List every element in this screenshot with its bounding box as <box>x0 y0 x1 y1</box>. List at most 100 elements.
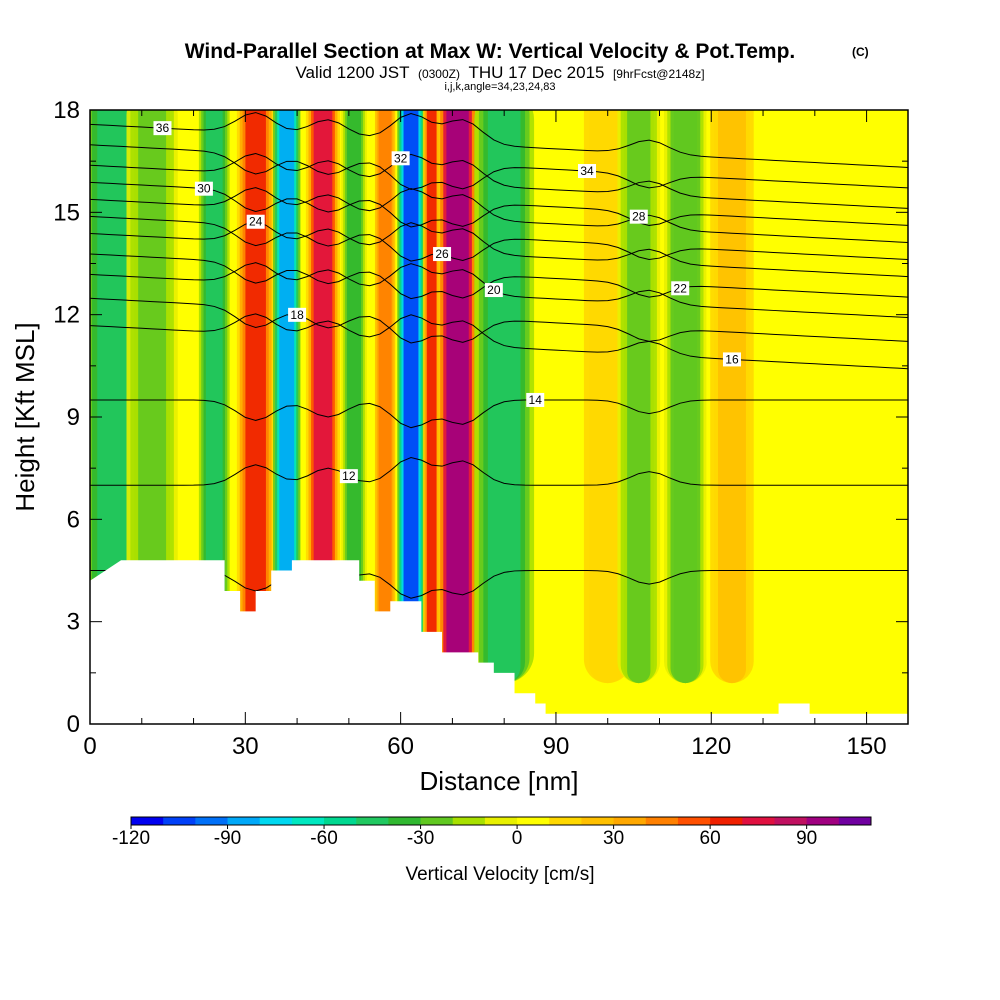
terrain-mask <box>90 560 908 724</box>
colorbar-swatch-18 <box>710 817 743 825</box>
x-tick-label-120: 120 <box>691 733 731 760</box>
colorbar-swatch-4 <box>259 817 293 825</box>
x-tick-label-0: 0 <box>83 733 96 760</box>
valid-date: THU 17 Dec 2015 <box>468 63 604 82</box>
theta-label-14: 14 <box>529 393 543 407</box>
theta-contours <box>90 112 908 599</box>
colorbar-tick-label--120: -120 <box>112 828 150 849</box>
colorbar-swatch-10 <box>452 817 486 825</box>
valid-prefix: Valid 1200 JST <box>295 63 409 82</box>
x-axis-label: Distance [nm] <box>420 766 579 796</box>
grid-info: i,j,k,angle=34,23,24,83 <box>444 81 555 93</box>
theta-label-box-30 <box>194 181 213 196</box>
theta-contour-16 <box>90 313 908 370</box>
velocity-band-13-level-4 <box>627 110 651 684</box>
theta-label-box-26 <box>433 247 452 262</box>
colorbar-tick-label--90: -90 <box>214 828 241 849</box>
theta-label-box-28 <box>629 209 648 224</box>
velocity-band-7-level-4 <box>378 110 392 684</box>
colorbar-swatch-16 <box>645 817 679 825</box>
colorbar-tick-label-0: 0 <box>512 828 523 849</box>
colorbar-tick-label--60: -60 <box>310 828 337 849</box>
velocity-band-4-level-4 <box>279 110 295 684</box>
velocity-band-6-level-4 <box>347 110 362 684</box>
valid-utc: (0300Z) <box>418 67 460 81</box>
colorbar-swatch-2 <box>195 817 229 825</box>
y-tick-label-0: 0 <box>67 711 80 738</box>
theta-label-28: 28 <box>632 210 646 224</box>
theta-label-20: 20 <box>487 283 501 297</box>
theta-label-box-20 <box>484 283 503 298</box>
colorbar-swatch-8 <box>388 817 422 825</box>
theta-label-box-14 <box>526 392 545 407</box>
theta-contour-10 <box>90 570 908 599</box>
y-tick-label-12: 12 <box>53 302 80 329</box>
theta-contour-28 <box>90 187 908 243</box>
valid-time-line: Valid 1200 JST (0300Z) THU 17 Dec 2015 [… <box>295 63 704 82</box>
colorbar-swatch-14 <box>581 817 615 825</box>
theta-label-box-24 <box>246 214 265 229</box>
colorbar <box>130 816 872 826</box>
theta-label-12: 12 <box>342 469 356 483</box>
theta-label-box-32 <box>391 151 410 166</box>
velocity-band-3-level-4 <box>245 110 266 684</box>
colorbar-tick-label-90: 90 <box>796 828 817 849</box>
colorbar-swatch-3 <box>227 817 261 825</box>
colorbar-swatch-17 <box>677 817 711 825</box>
colorbar-tick-labels: -120 -90 -60 -30 0 30 60 90 <box>112 825 817 849</box>
theta-contour-32 <box>90 152 908 209</box>
x-tick-label-60: 60 <box>387 733 414 760</box>
theta-label-box-34 <box>578 164 597 179</box>
colorbar-swatch-9 <box>420 817 454 825</box>
colorbar-tick-label-30: 30 <box>603 828 624 849</box>
theta-contour-labels: 1012141618202224262830323436 <box>143 121 741 578</box>
y-tick-label-6: 6 <box>67 506 80 533</box>
theta-label-30: 30 <box>197 182 211 196</box>
theta-label-36: 36 <box>156 121 170 135</box>
colorbar-swatch-5 <box>291 817 325 825</box>
y-tick-label-18: 18 <box>53 97 80 124</box>
plot-area: 1012141618202224262830323436 <box>90 110 908 724</box>
theta-contour-24 <box>90 221 908 278</box>
theta-contour-18 <box>90 297 908 344</box>
velocity-band-8-level-4 <box>403 110 419 684</box>
colorbar-swatch-11 <box>484 817 518 825</box>
velocity-band-0-level-4 <box>97 110 135 684</box>
x-tick-label-30: 30 <box>232 733 259 760</box>
colorbar-tick-label--30: -30 <box>407 828 434 849</box>
chart-title: Wind-Parallel Section at Max W: Vertical… <box>185 40 796 63</box>
colorbar-swatch-21 <box>806 817 840 825</box>
theta-contour-36 <box>90 112 908 168</box>
colorbar-swatch-20 <box>774 817 808 825</box>
theta-contour-22 <box>90 253 908 300</box>
theta-contour-26 <box>90 215 908 262</box>
colorbar-swatch-13 <box>549 817 582 825</box>
velocity-band-15-level-4 <box>718 110 746 684</box>
y-axis-label: Height [Kft MSL] <box>10 322 40 511</box>
theta-label-24: 24 <box>249 215 263 229</box>
x-tick-label-90: 90 <box>543 733 570 760</box>
theta-label-26: 26 <box>435 247 449 261</box>
theta-label-box-18 <box>288 307 307 322</box>
theta-label-34: 34 <box>580 164 594 178</box>
y-tick-label-9: 9 <box>67 404 80 431</box>
theta-label-box-22 <box>671 281 690 296</box>
velocity-band-14-level-4 <box>673 110 698 684</box>
colorbar-swatch-22 <box>838 817 872 825</box>
copyright-mark: (C) <box>852 45 869 59</box>
velocity-field <box>90 110 758 684</box>
theta-label-box-36 <box>153 121 172 136</box>
theta-label-22: 22 <box>674 281 688 295</box>
x-axis-ticks: 0 30 60 90 120 150 <box>83 110 887 760</box>
velocity-band-9-level-4 <box>427 110 437 684</box>
colorbar-swatch-1 <box>163 817 196 825</box>
theta-contour-12 <box>90 456 908 486</box>
velocity-band-11-level-4 <box>487 110 521 684</box>
velocity-band-1-level-4 <box>138 110 167 684</box>
colorbar-swatch-15 <box>613 817 647 825</box>
theta-label-32: 32 <box>394 151 408 165</box>
theta-label-box-12 <box>339 469 358 484</box>
velocity-band-2-level-4 <box>205 110 223 684</box>
theta-label-box-16 <box>722 352 741 367</box>
